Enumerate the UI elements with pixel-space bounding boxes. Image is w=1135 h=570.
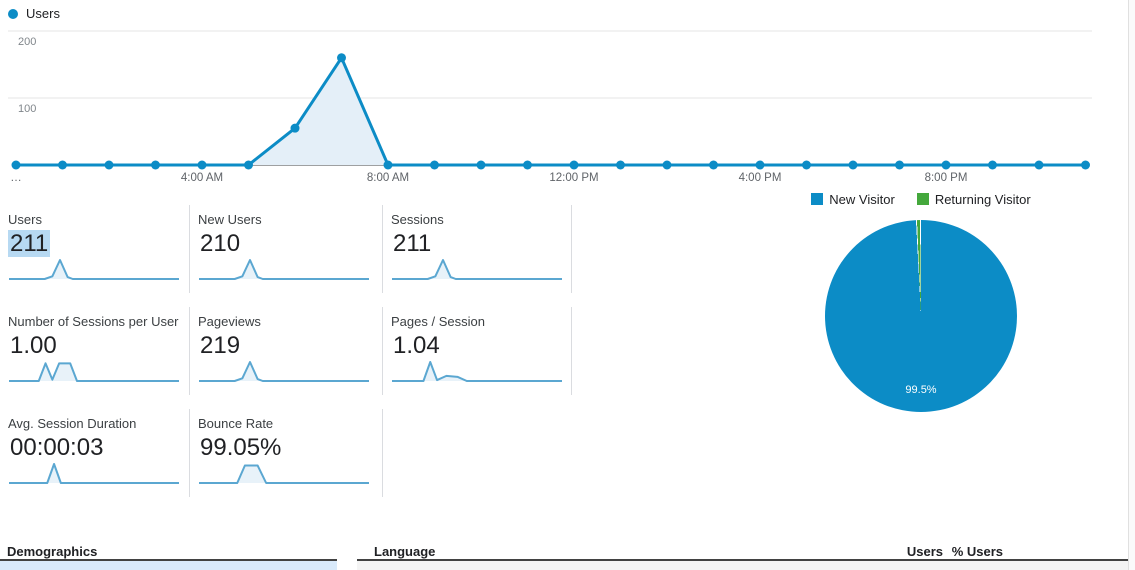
scorecard-sessions[interactable]: Sessions 211 <box>383 205 572 293</box>
scorecard-sparkline <box>9 362 179 382</box>
scorecard-label: New Users <box>198 212 262 227</box>
legend-label-new-visitor: New Visitor <box>829 191 895 207</box>
scorecard-sparkline <box>392 361 562 382</box>
scorecard-value: 99.05% <box>200 434 282 461</box>
svg-text:8:00 PM: 8:00 PM <box>925 172 968 184</box>
language-column-header[interactable]: Language <box>374 544 436 559</box>
scorecard-label: Users <box>8 212 42 227</box>
scorecard-label: Avg. Session Duration <box>8 416 137 431</box>
svg-text:200: 200 <box>18 36 36 48</box>
scorecard-label: Sessions <box>391 212 444 227</box>
scorecard-row-2: Number of Sessions per User 1.00 Pagevie… <box>0 307 578 409</box>
language-first-row[interactable] <box>357 561 1129 570</box>
demographics-header: Demographics <box>7 544 98 559</box>
legend-item-returning-visitor: Returning Visitor <box>916 191 1031 207</box>
timeseries-legend-label: Users <box>26 6 60 21</box>
svg-text:4:00 AM: 4:00 AM <box>181 172 223 184</box>
scorecard-sparkline <box>392 259 562 280</box>
demographics-selected-row[interactable] <box>0 561 337 570</box>
scorecard-bounce-rate[interactable]: Bounce Rate 99.05% <box>190 409 383 497</box>
demographics-header-underline <box>0 559 337 561</box>
svg-text:8:00 AM: 8:00 AM <box>367 172 409 184</box>
page-right-gutter <box>1129 0 1135 570</box>
scorecard-label: Pageviews <box>198 314 261 329</box>
scorecard-value: 211 <box>393 230 432 257</box>
scorecard-sparkline <box>9 463 179 484</box>
scorecard-sparkline <box>199 464 369 484</box>
legend-label-returning-visitor: Returning Visitor <box>934 191 1031 207</box>
scorecard-pageviews[interactable]: Pageviews 219 <box>190 307 383 395</box>
scorecard-value: 1.00 <box>10 332 57 359</box>
svg-text:4:00 PM: 4:00 PM <box>739 172 782 184</box>
scorecard-users[interactable]: Users 211 <box>0 205 190 293</box>
scorecard-label: Number of Sessions per User <box>8 314 179 329</box>
scorecard-value: 00:00:03 <box>10 434 104 461</box>
scorecard-sessions-per-user[interactable]: Number of Sessions per User 1.00 <box>0 307 190 395</box>
legend-item-new-visitor: New Visitor <box>811 192 895 207</box>
users-series-dot-icon <box>8 8 18 19</box>
scorecard-row-1: Users 211 New Users 210 Sessions 211 <box>0 205 578 307</box>
scorecard-value: 1.04 <box>393 332 440 359</box>
scorecard-row-3: Avg. Session Duration 00:00:03 Bounce Ra… <box>0 409 578 511</box>
scorecard-sparkline <box>9 259 179 280</box>
new-visitor-swatch-icon <box>811 193 824 205</box>
users-by-hour-chart[interactable]: 100 200 … 4:00 AM 8:00 AM 12:00 PM 4:00 PM 8:00… <box>0 0 1135 190</box>
users-column-header[interactable]: Users <box>906 544 943 559</box>
visitor-type-section: New Visitor Returning Visitor 99.5% <box>775 191 1067 412</box>
pct-users-column-header[interactable]: % Users <box>951 544 1003 559</box>
visitor-type-pie-chart[interactable]: 99.5% <box>825 220 1017 412</box>
scorecard-pages-per-session[interactable]: Pages / Session 1.04 <box>383 307 572 395</box>
scorecards: Users 211 New Users 210 Sessions 211 Num… <box>0 205 578 511</box>
scorecard-value: 211 <box>8 230 51 257</box>
scorecard-sparkline <box>199 361 369 382</box>
scorecard-value: 210 <box>200 230 241 257</box>
scorecard-value: 219 <box>200 332 241 359</box>
scorecard-label: Pages / Session <box>391 314 485 329</box>
pie-slice-percent-label: 99.5% <box>905 384 937 396</box>
timeseries-legend: Users <box>8 6 60 21</box>
scorecard-new-users[interactable]: New Users 210 <box>190 205 383 293</box>
pie-legend: New Visitor Returning Visitor <box>775 191 1067 207</box>
scorecard-avg-session-duration[interactable]: Avg. Session Duration 00:00:03 <box>0 409 190 497</box>
returning-visitor-swatch-icon <box>916 193 929 205</box>
scorecard-label: Bounce Rate <box>198 416 274 431</box>
svg-text:100: 100 <box>18 103 36 115</box>
content-right-border <box>1128 0 1129 570</box>
svg-text:…: … <box>10 172 22 184</box>
language-header-underline <box>357 559 1129 561</box>
svg-text:12:00 PM: 12:00 PM <box>549 172 598 184</box>
scorecard-sparkline <box>199 259 369 280</box>
